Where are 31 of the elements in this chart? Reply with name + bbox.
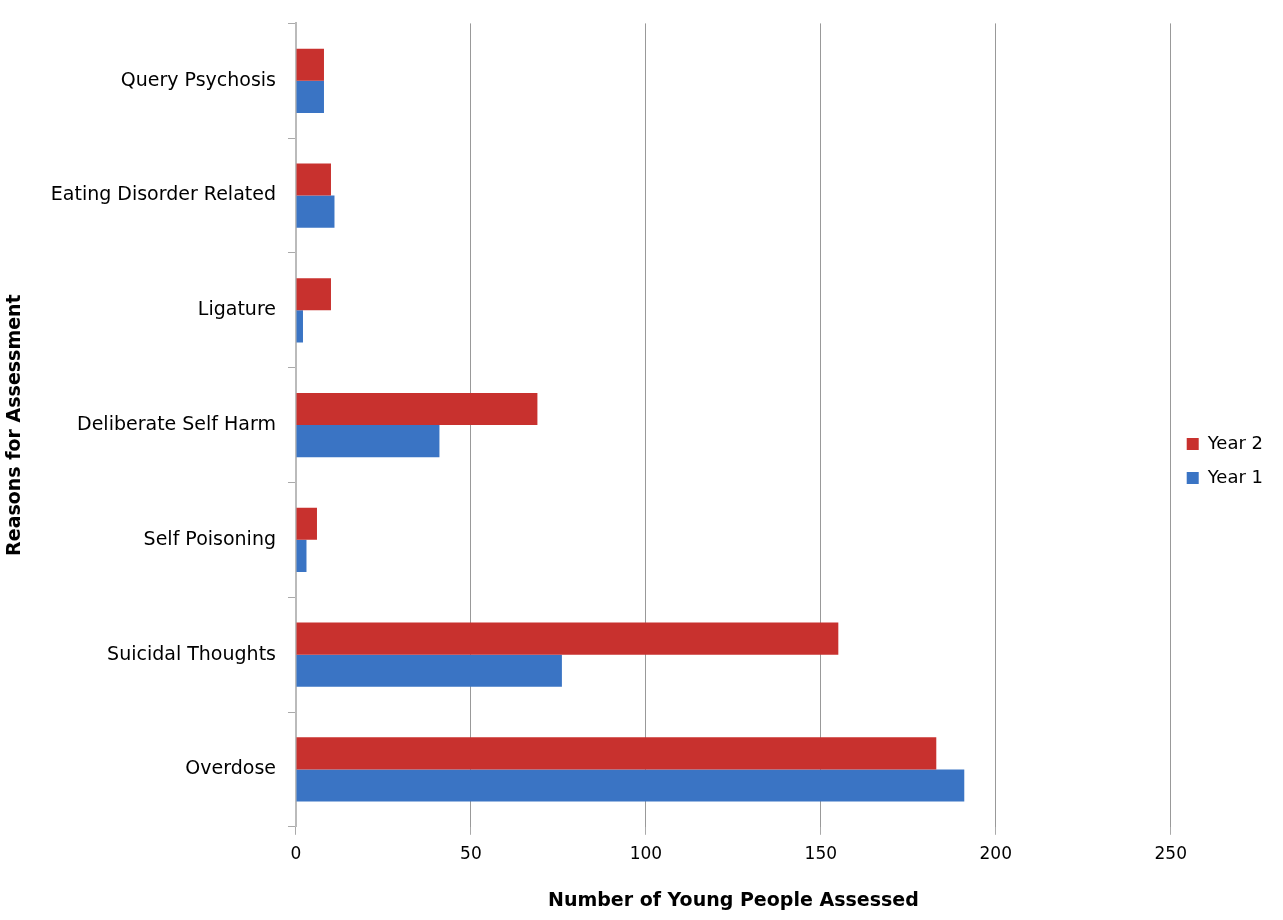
bar xyxy=(296,310,303,343)
legend-label: Year 2 xyxy=(1206,431,1264,453)
x-tick-label: 100 xyxy=(629,843,663,864)
y-tick-label: Eating Disorder Related xyxy=(50,182,276,205)
bar xyxy=(296,654,562,687)
bar xyxy=(296,392,538,426)
bar xyxy=(296,195,335,228)
y-tick-label: Suicidal Thoughts xyxy=(107,641,276,664)
x-tick-label: 0 xyxy=(290,843,302,864)
bar xyxy=(296,622,839,655)
y-tick-label: Ligature xyxy=(197,297,276,320)
bar xyxy=(296,769,965,802)
x-tick-label: 50 xyxy=(460,843,482,864)
bar xyxy=(296,278,331,311)
y-tick-label: Deliberate Self Harm xyxy=(77,412,276,435)
y-tick-label: Query Psychosis xyxy=(120,67,276,90)
y-axis-title: Reasons for Assessment xyxy=(2,294,25,556)
y-tick-label: Overdose xyxy=(185,756,276,779)
bar xyxy=(296,507,317,540)
y-tick-label: Self Poisoning xyxy=(143,526,276,549)
bar xyxy=(296,737,937,770)
bar xyxy=(296,80,324,113)
x-tick-label: 250 xyxy=(1154,843,1187,864)
bar xyxy=(296,425,440,458)
x-tick-label: 150 xyxy=(804,843,838,864)
x-axis-title: Number of Young People Assessed xyxy=(547,887,919,910)
bar xyxy=(296,539,307,573)
legend-label: Year 1 xyxy=(1206,465,1264,487)
bar xyxy=(296,48,324,81)
bar xyxy=(296,163,331,196)
x-tick-label: 200 xyxy=(979,843,1012,864)
